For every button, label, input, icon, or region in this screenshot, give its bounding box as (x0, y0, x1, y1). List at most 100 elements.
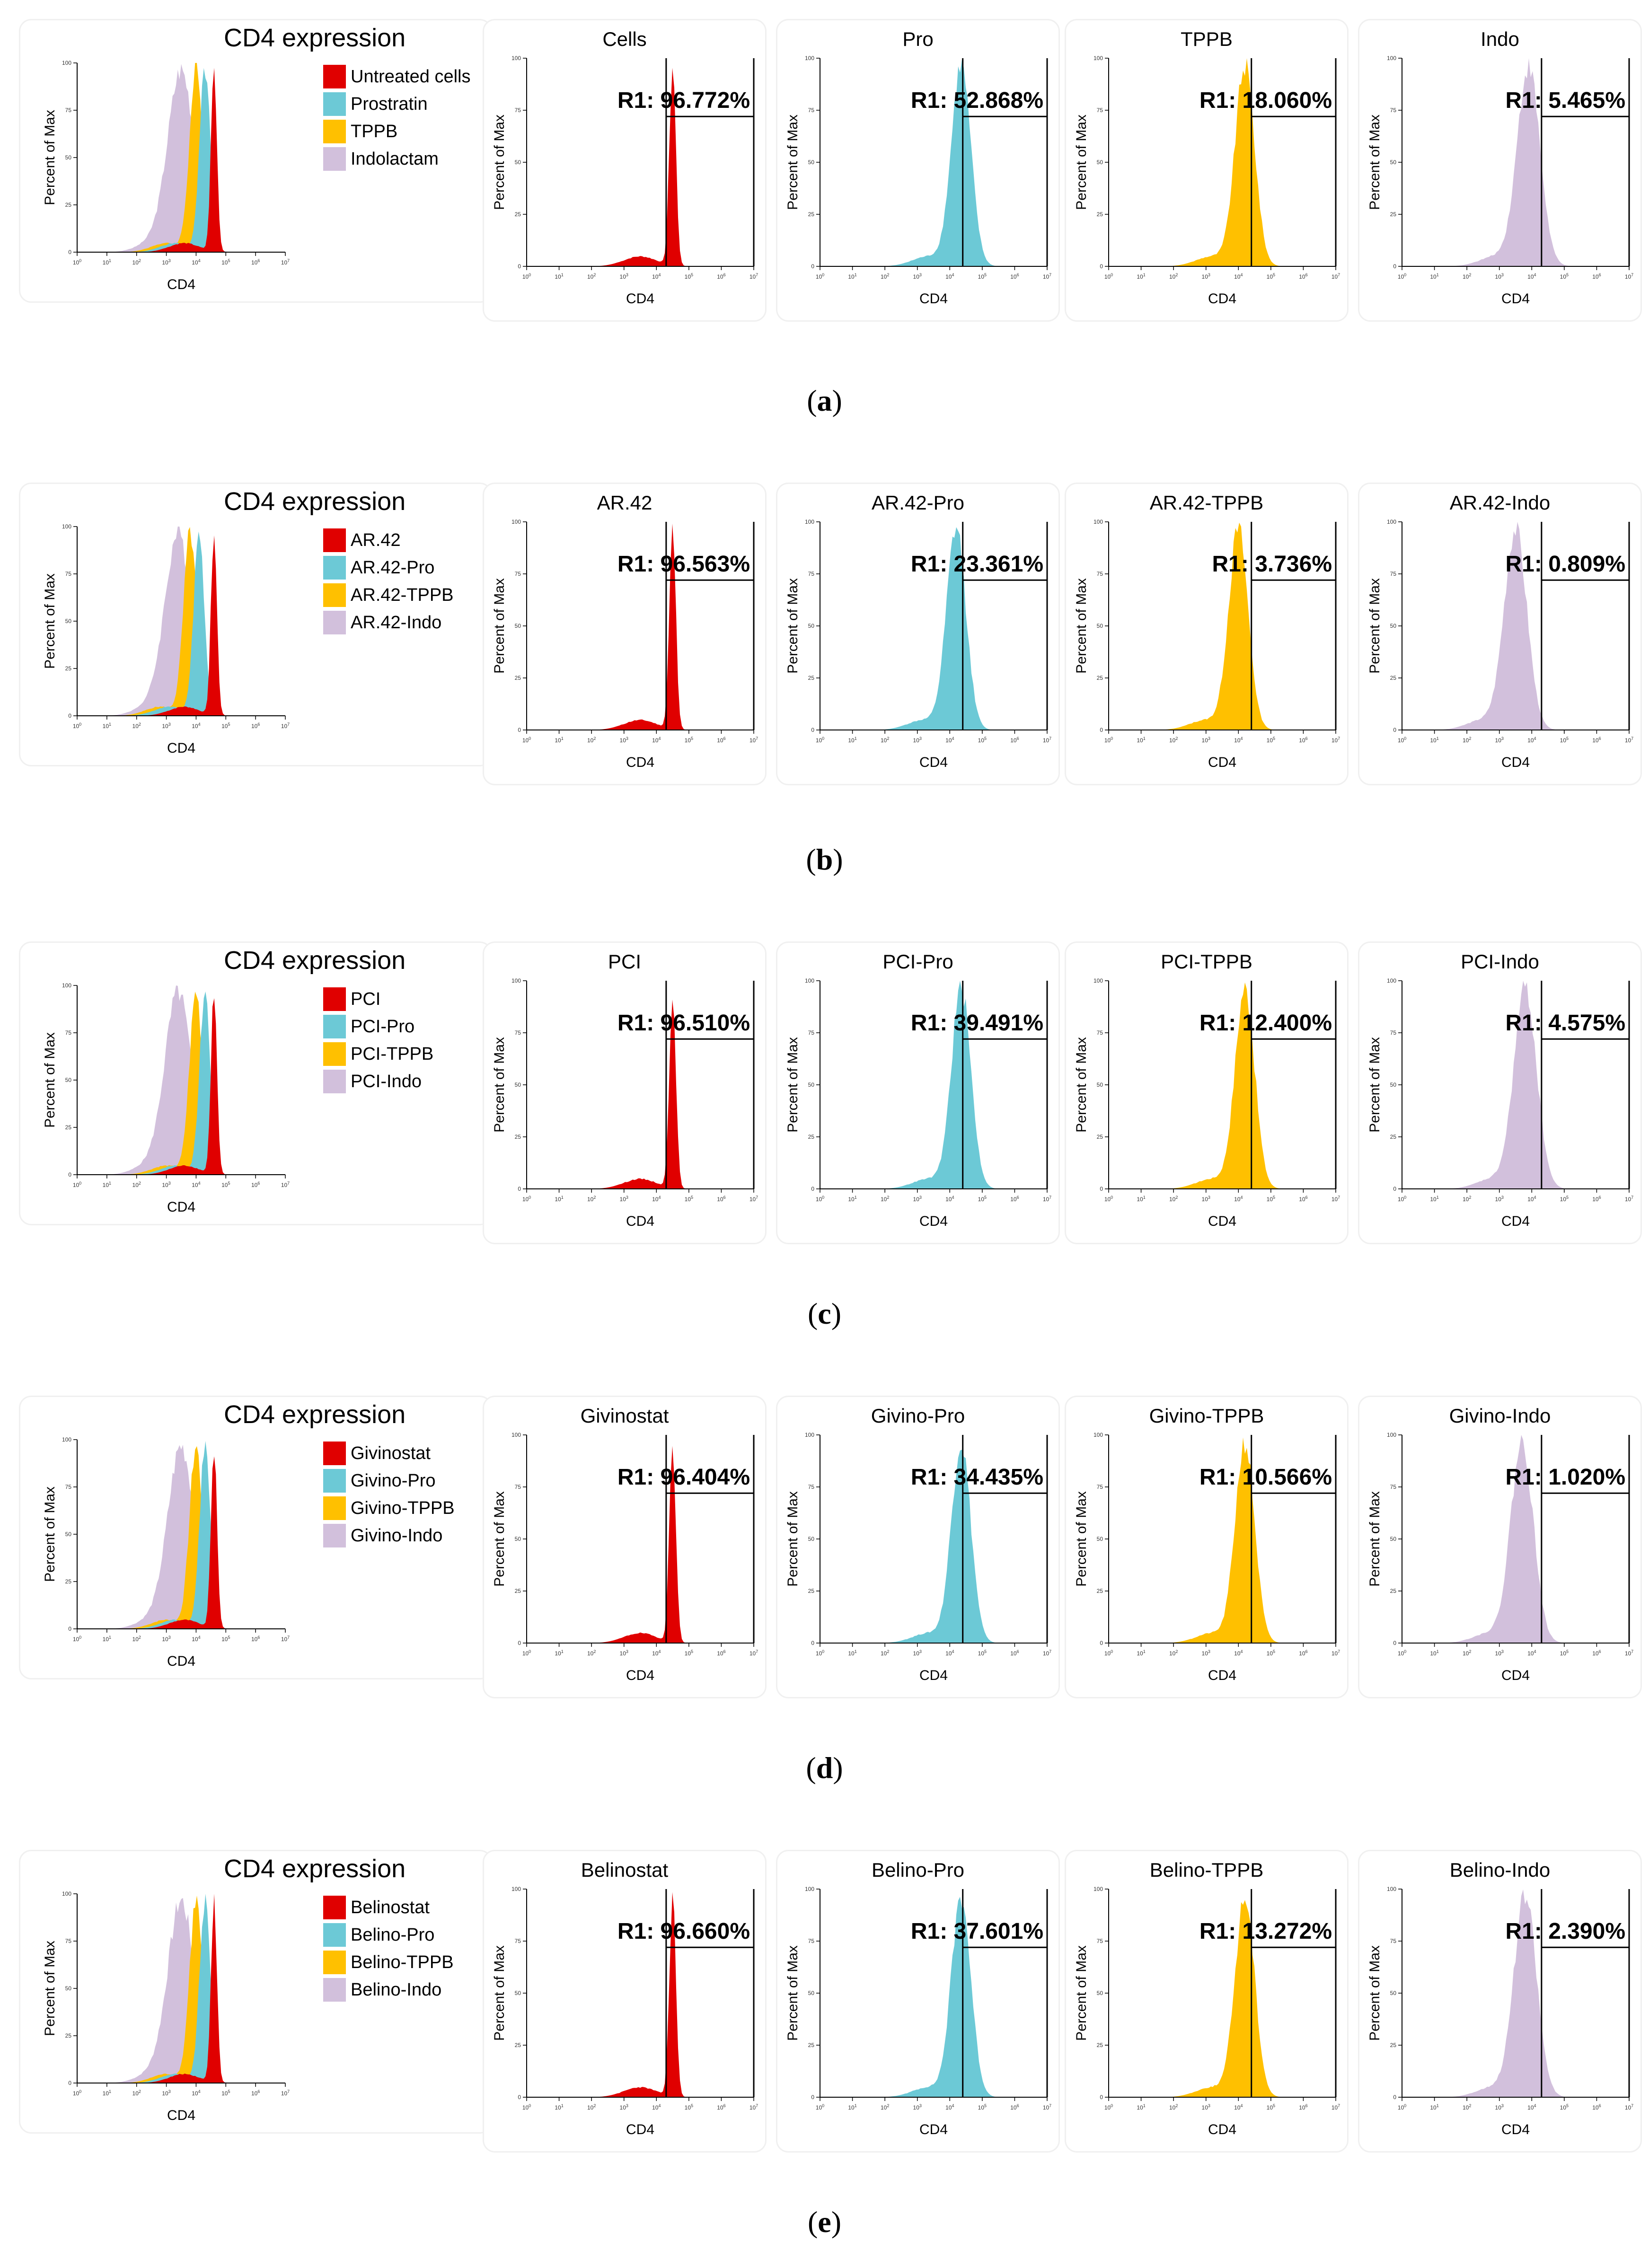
x-tick-exp: 3 (626, 1649, 628, 1654)
x-tick-label: 101 (555, 273, 563, 280)
x-axis-label: CD4 (1501, 1213, 1530, 1229)
x-tick-exp: 0 (529, 273, 531, 277)
x-tick-base: 10 (1592, 737, 1599, 744)
x-tick-label: 107 (1332, 1649, 1340, 1657)
x-tick-label: 105 (685, 273, 693, 280)
y-tick-label: 75 (515, 571, 521, 577)
x-tick-label: 104 (1527, 736, 1536, 744)
x-tick-base: 10 (1463, 1650, 1469, 1657)
x-tick-exp: 5 (228, 2089, 230, 2094)
y-axis-label: Percent of Max (492, 1491, 507, 1587)
y-tick-label: 25 (515, 1134, 521, 1140)
x-tick-exp: 6 (1599, 1649, 1601, 1654)
x-tick-label: 101 (555, 2103, 563, 2111)
x-tick-exp: 2 (887, 736, 889, 741)
y-tick-label: 75 (808, 1029, 815, 1036)
y-axis-label: Percent of Max (785, 1037, 801, 1133)
x-tick-exp: 2 (887, 2103, 889, 2108)
x-tick-label: 101 (103, 1635, 111, 1643)
x-tick-exp: 0 (822, 1649, 824, 1654)
gate-label: R1: 1.020% (1506, 1465, 1625, 1490)
x-tick-label: 107 (1625, 273, 1633, 280)
y-tick-label: 100 (805, 1886, 814, 1892)
x-tick-label: 105 (1560, 273, 1569, 280)
panel-title: Belino-TPPB (1149, 1859, 1264, 1881)
gate-label: R1: 34.435% (911, 1465, 1043, 1490)
x-tick-exp: 0 (79, 722, 81, 727)
x-tick-label: 106 (1010, 736, 1019, 744)
x-axis-label: CD4 (1501, 291, 1530, 307)
x-tick-base: 10 (1592, 2104, 1599, 2111)
x-tick-base: 10 (685, 273, 691, 280)
y-tick-label: 75 (515, 1029, 521, 1036)
x-tick-base: 10 (73, 2090, 79, 2097)
x-tick-exp: 5 (984, 273, 987, 277)
overlay-title: CD4 expression (224, 1855, 406, 1883)
panel-title: Givino-Pro (871, 1405, 965, 1427)
y-tick-label: 25 (515, 675, 521, 681)
x-tick-label: 101 (103, 258, 111, 266)
x-tick-base: 10 (73, 1636, 79, 1643)
y-tick-label: 75 (808, 1938, 815, 1944)
x-tick-base: 10 (913, 273, 920, 280)
x-tick-exp: 2 (887, 1195, 889, 1200)
y-tick-label: 50 (1097, 1990, 1103, 1996)
y-tick-label: 50 (1097, 1536, 1103, 1542)
x-tick-base: 10 (1169, 2104, 1176, 2111)
x-tick-label: 105 (221, 1181, 230, 1188)
x-tick-exp: 4 (658, 273, 661, 277)
x-tick-base: 10 (281, 1636, 288, 1643)
x-tick-exp: 6 (1599, 1195, 1601, 1200)
x-tick-exp: 1 (561, 1195, 564, 1200)
x-tick-label: 103 (913, 736, 922, 744)
y-tick-label: 25 (65, 1578, 72, 1585)
x-tick-exp: 3 (1501, 2103, 1504, 2108)
x-tick-exp: 6 (1305, 1195, 1308, 1200)
x-tick-base: 10 (221, 2090, 228, 2097)
x-tick-base: 10 (978, 737, 985, 744)
x-tick-exp: 5 (1566, 273, 1569, 277)
x-tick-base: 10 (1234, 737, 1241, 744)
x-tick-label: 103 (162, 1635, 170, 1643)
x-tick-exp: 2 (1469, 736, 1471, 741)
x-tick-base: 10 (132, 1182, 139, 1188)
legend-label: AR.42-Pro (351, 557, 435, 578)
x-tick-label: 102 (1169, 1649, 1178, 1657)
y-tick-label: 50 (1390, 1081, 1397, 1088)
x-tick-label: 103 (1495, 1649, 1504, 1657)
x-tick-base: 10 (251, 259, 258, 266)
legend-swatch (323, 611, 346, 634)
x-tick-exp: 5 (691, 1195, 693, 1200)
overlay-legend: PCI PCI-Pro PCI-TPPB PCI-Indo (323, 985, 433, 1095)
gate-label: R1: 37.601% (911, 1919, 1043, 1944)
x-tick-label: 100 (73, 1181, 81, 1188)
x-tick-exp: 5 (228, 1635, 230, 1640)
x-tick-exp: 6 (1305, 1649, 1308, 1654)
overlay-histogram-panel: CD4 expression 0 25 50 75 100 100 101 102 103 104 1… (19, 1850, 492, 2134)
x-tick-base: 10 (555, 1650, 561, 1657)
gate-label: R1: 4.575% (1506, 1011, 1625, 1036)
legend-label: Prostratin (351, 94, 428, 114)
x-tick-exp: 3 (1501, 273, 1504, 277)
x-tick-base: 10 (717, 2104, 723, 2111)
x-tick-label: 104 (1527, 2103, 1536, 2111)
x-tick-exp: 6 (1599, 273, 1601, 277)
x-tick-base: 10 (1010, 1196, 1017, 1203)
x-tick-label: 100 (816, 2103, 824, 2111)
x-tick-exp: 1 (855, 736, 857, 741)
overlay-series-lavender (77, 985, 285, 1175)
legend-item: PCI-TPPB (323, 1040, 433, 1068)
x-tick-base: 10 (848, 2104, 855, 2111)
x-tick-base: 10 (945, 273, 952, 280)
x-tick-label: 103 (162, 1181, 170, 1188)
x-tick-base: 10 (1332, 1650, 1338, 1657)
x-tick-label: 104 (192, 1181, 200, 1188)
x-tick-base: 10 (1495, 1650, 1502, 1657)
x-tick-base: 10 (162, 2090, 168, 2097)
y-tick-label: 75 (1390, 1029, 1397, 1036)
x-tick-exp: 4 (1240, 1195, 1243, 1200)
legend-item: AR.42-TPPB (323, 581, 454, 609)
x-tick-base: 10 (1527, 1196, 1534, 1203)
y-tick-label: 50 (65, 1531, 72, 1538)
